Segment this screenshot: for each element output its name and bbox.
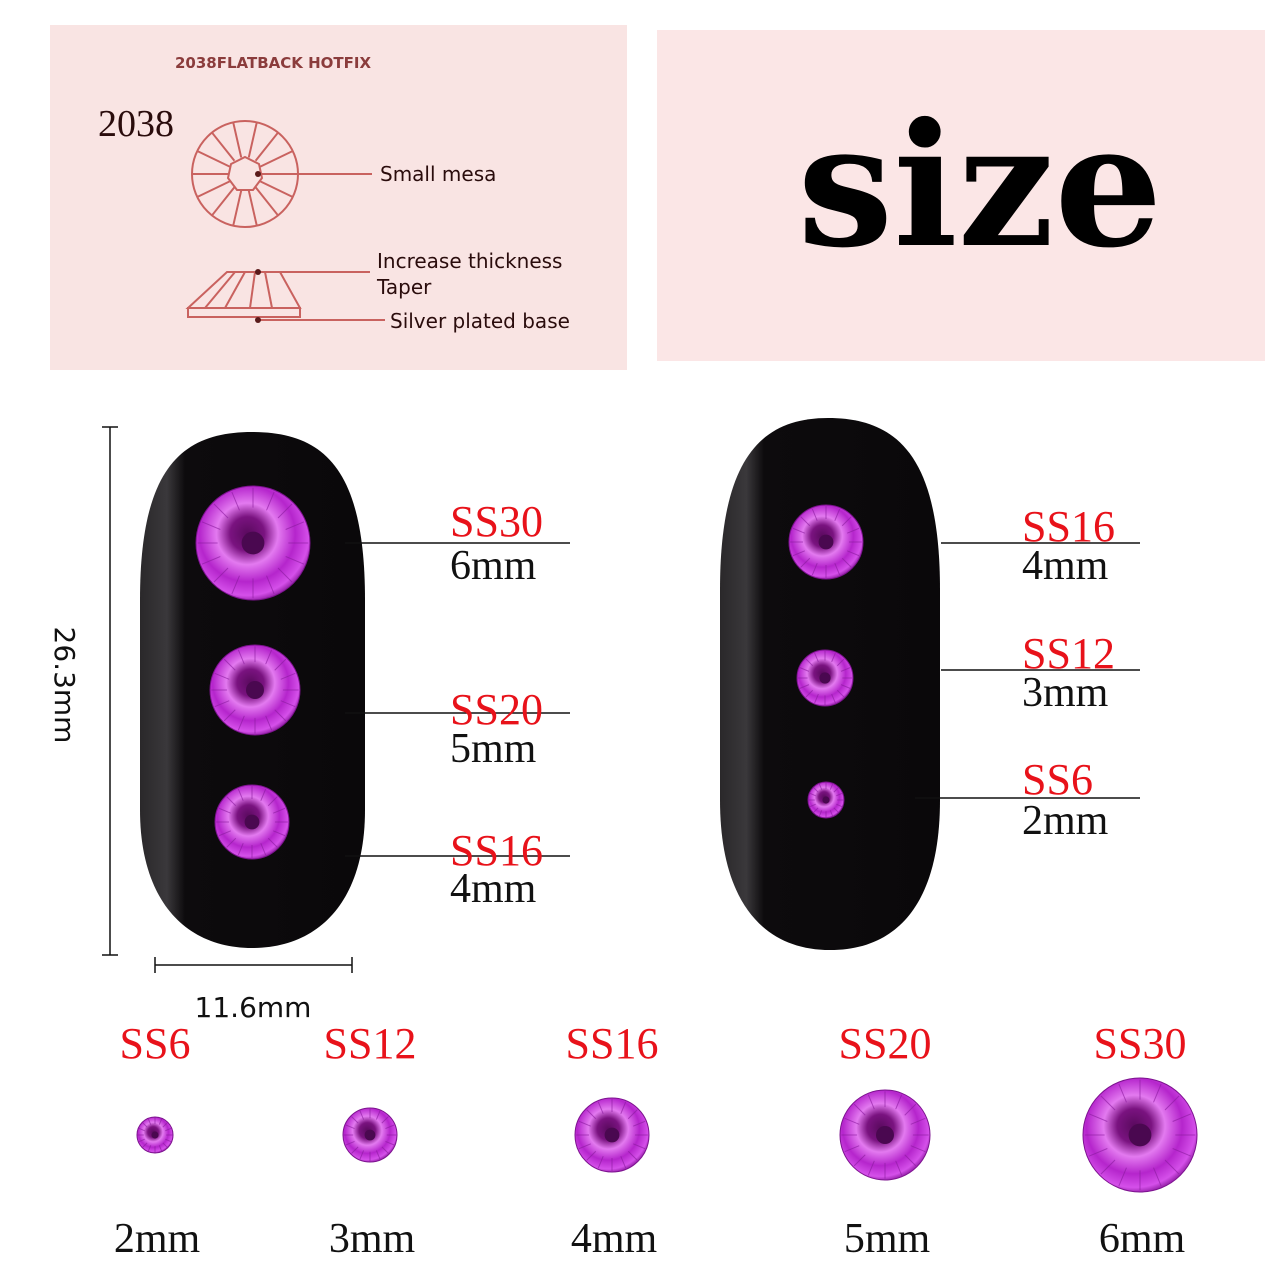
width-label: 11.6mm bbox=[195, 991, 312, 1024]
gem-row-ss12 bbox=[342, 1107, 398, 1163]
size-title: size bbox=[798, 86, 1163, 286]
width-dimension bbox=[154, 957, 353, 973]
gem-row-ss20 bbox=[839, 1089, 931, 1181]
row-size-code: SS20 bbox=[839, 1019, 932, 1068]
height-dimension bbox=[102, 426, 118, 956]
row-size-code: SS16 bbox=[566, 1019, 659, 1068]
height-label: 26.3mm bbox=[48, 627, 81, 744]
row-size-code: SS12 bbox=[324, 1019, 417, 1068]
mm-label: 2mm bbox=[1022, 798, 1109, 844]
gem-ss16 bbox=[214, 784, 290, 860]
diagram-heading: 2038FLATBACK HOTFIX bbox=[175, 54, 371, 72]
mm-label: 5mm bbox=[450, 726, 537, 772]
mm-label: 6mm bbox=[450, 543, 537, 589]
top-view-diagram bbox=[191, 120, 299, 228]
row-mm-label: 4mm bbox=[571, 1216, 658, 1262]
size-panel: size bbox=[657, 30, 1265, 361]
gem-ss12 bbox=[796, 649, 854, 707]
row-size-code: SS6 bbox=[120, 1019, 191, 1068]
size-code-label: SS12 bbox=[1022, 629, 1115, 678]
size-code-label: SS20 bbox=[450, 685, 543, 734]
gem-row-ss6 bbox=[136, 1116, 174, 1154]
gem-row-ss16 bbox=[574, 1097, 650, 1173]
size-code-label: SS30 bbox=[450, 497, 543, 546]
mm-label: 3mm bbox=[1022, 670, 1109, 716]
row-mm-label: 2mm bbox=[114, 1216, 201, 1262]
mm-label: 4mm bbox=[1022, 543, 1109, 589]
row-mm-label: 5mm bbox=[844, 1216, 931, 1262]
gem-ss20 bbox=[209, 644, 301, 736]
gem-ss6 bbox=[807, 781, 845, 819]
size-code-label: SS16 bbox=[450, 826, 543, 875]
row-mm-label: 6mm bbox=[1099, 1216, 1186, 1262]
mm-label: 4mm bbox=[450, 866, 537, 912]
callout-taper: Taper bbox=[376, 275, 432, 299]
callout-increase-thickness: Increase thickness bbox=[377, 249, 562, 273]
gem-ss16 bbox=[788, 504, 864, 580]
size-code-label: SS16 bbox=[1022, 502, 1115, 551]
row-size-code: SS30 bbox=[1094, 1019, 1187, 1068]
diagram-panel: 2038FLATBACK HOTFIX 2038 Small mesa Incr… bbox=[50, 25, 627, 370]
row-mm-label: 3mm bbox=[329, 1216, 416, 1262]
gem-row-ss30 bbox=[1082, 1077, 1198, 1193]
size-code-label: SS6 bbox=[1022, 755, 1093, 804]
callout-silver-base: Silver plated base bbox=[390, 309, 570, 333]
model-number: 2038 bbox=[98, 103, 174, 145]
gem-ss30 bbox=[195, 485, 311, 601]
callout-small-mesa: Small mesa bbox=[380, 162, 496, 186]
